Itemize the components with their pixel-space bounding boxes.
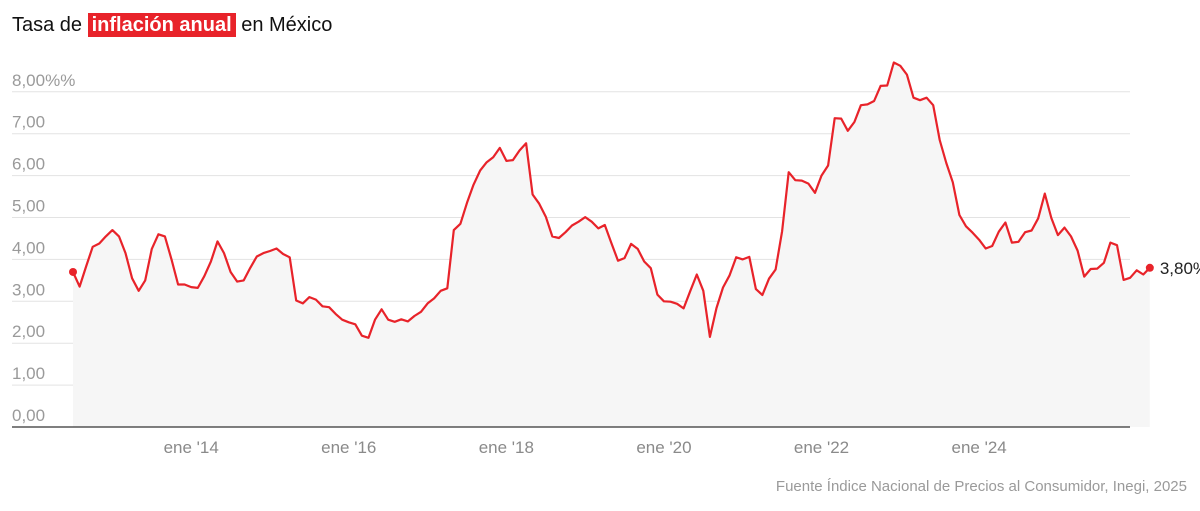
source-note: Fuente Índice Nacional de Precios al Con… bbox=[775, 478, 1187, 495]
inflation-series-line bbox=[71, 61, 1151, 339]
title-highlight: inflación anual bbox=[87, 13, 236, 37]
y-axis-ticks: 0,00 1,00 2,00 3,00 4,00 5,00 6,00 7,00 8,00%% bbox=[12, 71, 75, 425]
y-tick-label: 3,00 bbox=[12, 280, 45, 299]
x-tick-label: ene '22 bbox=[794, 438, 849, 457]
y-tick-label: 6,00 bbox=[12, 155, 45, 174]
x-tick-label: ene '14 bbox=[164, 438, 219, 457]
y-tick-label: 5,00 bbox=[12, 197, 45, 216]
start-point bbox=[69, 267, 77, 276]
x-axis-ticks: ene '14 ene '16 ene '18 ene '20 ene '22 ene '… bbox=[164, 438, 1007, 457]
x-tick-label: ene '18 bbox=[479, 438, 534, 457]
y-tick-label: 1,00 bbox=[12, 364, 45, 383]
chart-title: Tasa de inflación anual en México bbox=[12, 13, 333, 37]
title-suffix: en México bbox=[241, 14, 333, 36]
y-tick-label: 7,00 bbox=[12, 113, 45, 132]
x-tick-label: ene '20 bbox=[636, 438, 691, 457]
y-tick-label: 2,00 bbox=[12, 322, 45, 341]
x-tick-label: ene '24 bbox=[951, 438, 1006, 457]
end-value-label: 3,80%% bbox=[1160, 259, 1200, 278]
y-tick-label: 8,00%% bbox=[12, 71, 75, 90]
y-tick-label: 0,00 bbox=[12, 406, 45, 425]
x-tick-label: ene '16 bbox=[321, 438, 376, 457]
y-tick-label: 4,00 bbox=[12, 238, 45, 257]
title-prefix: Tasa de bbox=[12, 14, 83, 36]
end-point bbox=[1145, 263, 1154, 272]
